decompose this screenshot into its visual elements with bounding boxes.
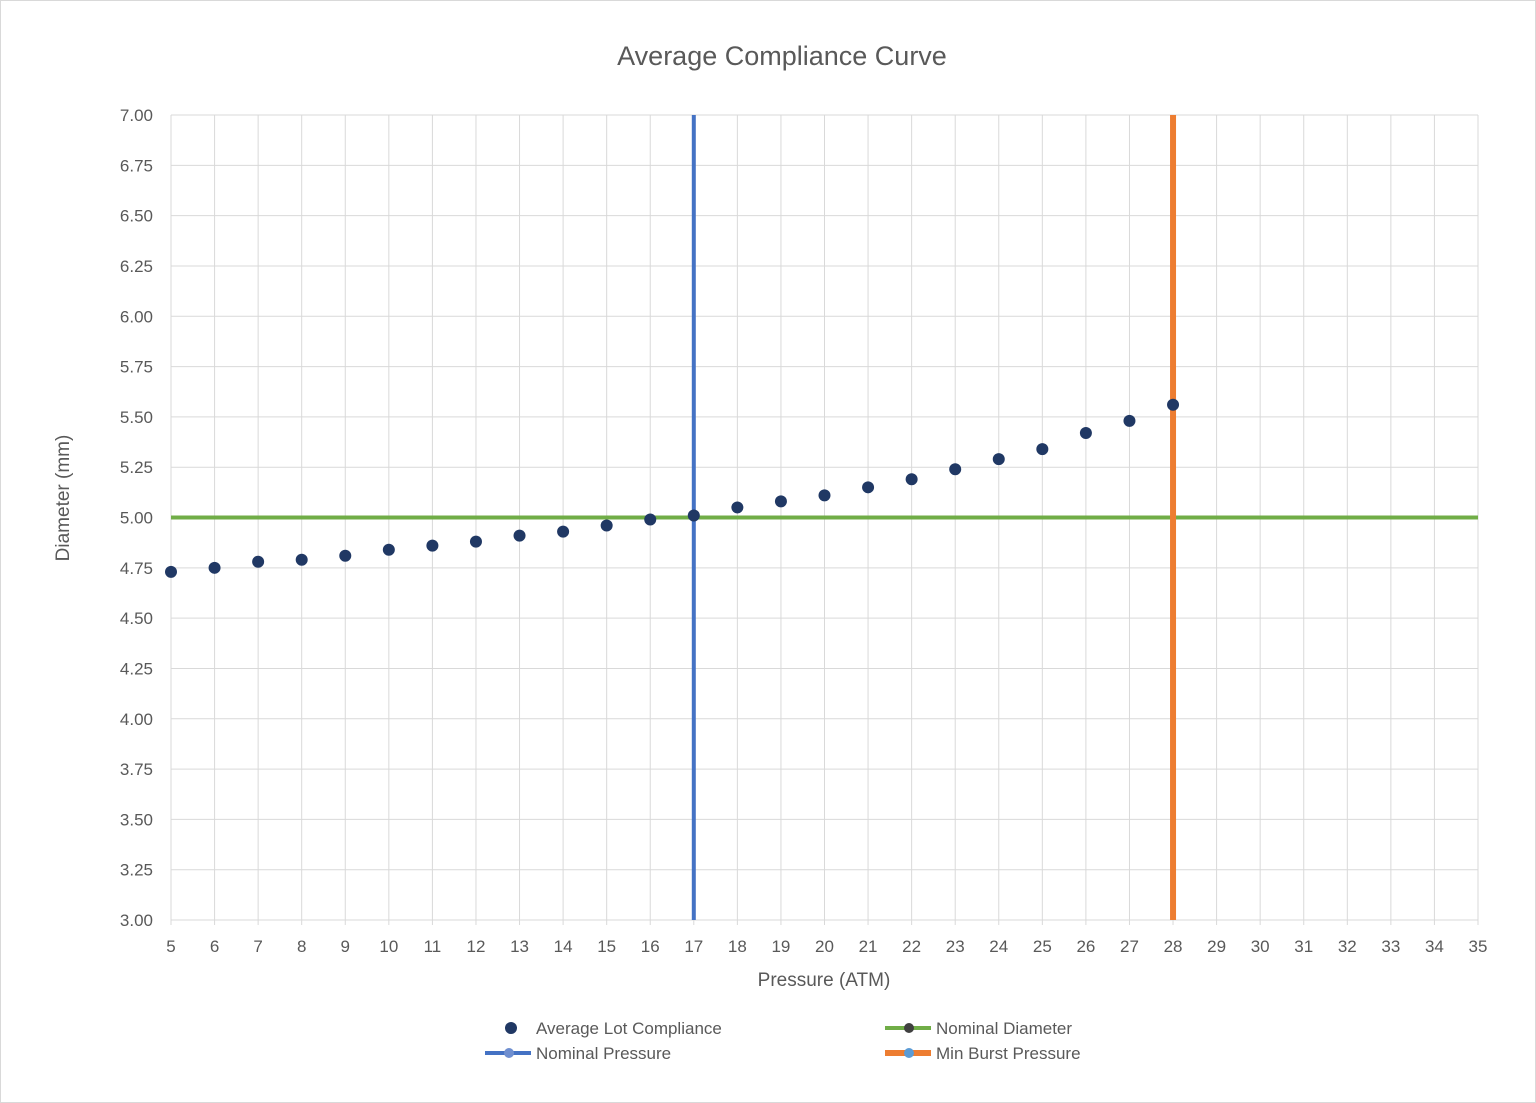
x-tick-label: 6 (210, 937, 219, 956)
x-tick-label: 17 (684, 937, 703, 956)
y-tick-label: 4.00 (120, 710, 153, 729)
x-tick-label: 23 (946, 937, 965, 956)
legend-label: Min Burst Pressure (936, 1044, 1081, 1063)
x-tick-label: 13 (510, 937, 529, 956)
legend-item: Min Burst Pressure (885, 1044, 1081, 1063)
y-tick-label: 3.50 (120, 810, 153, 829)
data-point (339, 549, 352, 562)
y-tick-label: 3.25 (120, 861, 153, 880)
x-tick-label: 27 (1120, 937, 1139, 956)
y-tick-label: 4.75 (120, 559, 153, 578)
x-tick-label: 28 (1164, 937, 1183, 956)
x-tick-label: 25 (1033, 937, 1052, 956)
data-point (774, 495, 787, 508)
data-point (252, 555, 265, 568)
x-tick-label: 5 (166, 937, 175, 956)
data-point (295, 553, 308, 566)
y-tick-label: 5.25 (120, 458, 153, 477)
x-tick-label: 10 (379, 937, 398, 956)
x-tick-label: 29 (1207, 937, 1226, 956)
legend-item: Average Lot Compliance (505, 1019, 722, 1038)
data-point (469, 535, 482, 548)
y-tick-label: 3.00 (120, 911, 153, 930)
x-tick-label: 35 (1469, 937, 1488, 956)
data-point (687, 509, 700, 522)
legend-label: Nominal Pressure (536, 1044, 671, 1063)
x-tick-label: 8 (297, 937, 306, 956)
y-tick-label: 4.25 (120, 659, 153, 678)
x-tick-labels: 5 6 7 8 9 10 11 12 13 14 15 16 17 18 19 20 21 22 23 24 25 26 2… (166, 937, 1487, 956)
y-tick-label: 6.00 (120, 307, 153, 326)
y-tick-label: 6.75 (120, 156, 153, 175)
data-point (905, 473, 918, 486)
data-point (862, 481, 875, 494)
x-axis-title: Pressure (ATM) (758, 970, 891, 991)
x-tick-label: 14 (554, 937, 573, 956)
data-point (1123, 414, 1136, 427)
data-point (382, 543, 395, 556)
grid (170, 114, 1479, 925)
data-point (165, 565, 177, 578)
x-tick-label: 16 (641, 937, 660, 956)
x-tick-label: 9 (341, 937, 350, 956)
y-tick-label: 5.50 (120, 408, 153, 427)
legend-marker (504, 1048, 514, 1058)
x-tick-label: 26 (1076, 937, 1095, 956)
legend-item: Nominal Pressure (485, 1044, 671, 1063)
legend-label: Average Lot Compliance (536, 1019, 722, 1038)
x-tick-label: 33 (1381, 937, 1400, 956)
data-point (731, 501, 744, 514)
data-point (1079, 426, 1092, 439)
data-point (600, 519, 613, 532)
y-tick-label: 5.00 (120, 509, 153, 528)
x-tick-label: 31 (1294, 937, 1313, 956)
x-tick-label: 22 (902, 937, 921, 956)
legend-item: Nominal Diameter (885, 1019, 1072, 1038)
x-tick-label: 34 (1425, 937, 1444, 956)
y-tick-label: 4.50 (120, 609, 153, 628)
legend-marker (904, 1048, 914, 1058)
y-tick-label: 6.25 (120, 257, 153, 276)
x-tick-label: 24 (989, 937, 1008, 956)
legend: Average Lot Compliance Nominal Diameter No… (485, 1019, 1081, 1063)
x-tick-label: 32 (1338, 937, 1357, 956)
x-tick-label: 7 (253, 937, 262, 956)
x-tick-label: 18 (728, 937, 747, 956)
y-axis-title: Diameter (mm) (53, 435, 74, 562)
data-point (513, 529, 526, 542)
x-tick-label: 11 (424, 937, 442, 956)
x-tick-label: 30 (1251, 937, 1270, 956)
legend-marker (505, 1022, 517, 1034)
y-tick-label: 7.00 (120, 106, 153, 125)
data-point (557, 525, 570, 538)
y-tick-labels: 3.00 3.25 3.50 3.75 4.00 4.25 4.50 4.75 5.00 5.25… (120, 106, 153, 930)
data-points (165, 398, 1180, 578)
data-point (1167, 398, 1180, 411)
x-tick-label: 21 (859, 937, 878, 956)
data-point (426, 539, 439, 552)
data-point (644, 513, 657, 526)
y-tick-label: 5.75 (120, 358, 153, 377)
x-tick-label: 12 (467, 937, 486, 956)
legend-label: Nominal Diameter (936, 1019, 1072, 1038)
x-tick-label: 15 (597, 937, 616, 956)
x-tick-label: 19 (771, 937, 790, 956)
chart-title: Average Compliance Curve (617, 41, 947, 71)
data-point (1036, 443, 1049, 456)
data-point (949, 463, 962, 476)
x-tick-label: 20 (815, 937, 834, 956)
y-tick-label: 6.50 (120, 207, 153, 226)
data-point (208, 561, 221, 574)
data-point (818, 489, 831, 502)
legend-marker (904, 1023, 914, 1033)
y-tick-label: 3.75 (120, 760, 153, 779)
data-point (992, 453, 1005, 466)
